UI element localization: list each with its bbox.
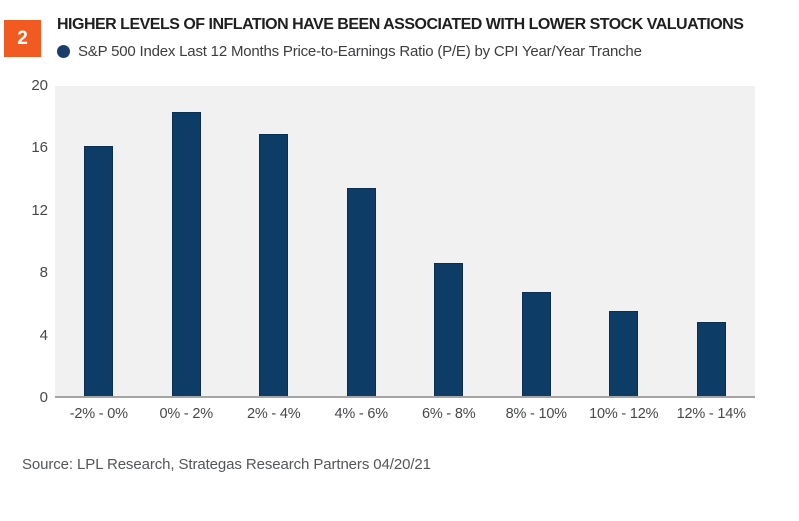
bar-slot <box>55 86 143 396</box>
bar-2% - 4% <box>259 134 289 396</box>
source-note: Source: LPL Research, Strategas Research… <box>22 456 431 473</box>
x-tick-label: 4% - 6% <box>334 406 389 422</box>
x-tick-label: 2% - 4% <box>247 406 301 422</box>
bar-slot <box>493 86 581 396</box>
figure-number: 2 <box>17 27 28 49</box>
bar-10% - 12% <box>609 310 639 396</box>
bar-slot <box>405 86 493 396</box>
bar-slot <box>230 86 318 396</box>
x-tick-label: 0% - 2% <box>159 406 214 422</box>
y-tick-label: 16 <box>31 139 48 157</box>
y-tick-label: 8 <box>39 264 48 282</box>
y-tick-label: 20 <box>31 77 48 94</box>
x-tick-label: -2% - 0% <box>69 406 128 422</box>
bar-6% - 8% <box>434 262 464 396</box>
x-tick-label: 12% - 14% <box>676 406 746 422</box>
x-axis: -2% - 0% 0% - 2% 2% - 4% 4% - 6% 6% - 8% 8% -… <box>55 406 755 422</box>
y-axis: 0 4 8 12 16 20 <box>0 77 48 406</box>
legend-dot-icon <box>57 45 70 58</box>
bar-slot <box>318 86 406 396</box>
figure-number-badge: 2 <box>4 20 41 57</box>
bar-0% - 2% <box>171 112 201 396</box>
y-tick-label: 12 <box>31 201 48 219</box>
plot-area <box>55 86 755 398</box>
bar-slot <box>580 86 668 396</box>
figure-title: HIGHER LEVELS OF INFLATION HAVE BEEN ASS… <box>57 16 744 33</box>
x-tick-label: 6% - 8% <box>422 406 476 422</box>
x-tick-label: 8% - 10% <box>505 406 567 422</box>
bar-4% - 6% <box>346 188 376 396</box>
y-tick-label: 4 <box>39 326 48 344</box>
bar--2% - 0% <box>84 146 114 396</box>
x-tick-label: 10% - 12% <box>589 406 659 422</box>
legend-label: S&P 500 Index Last 12 Months Price-to-Ea… <box>78 43 642 60</box>
bar-12% - 14% <box>696 321 726 396</box>
legend: S&P 500 Index Last 12 Months Price-to-Ea… <box>57 43 642 60</box>
bar-slot <box>668 86 756 396</box>
bar-slot <box>143 86 231 396</box>
bar-8% - 10% <box>521 292 551 396</box>
y-tick-label: 0 <box>39 389 48 406</box>
